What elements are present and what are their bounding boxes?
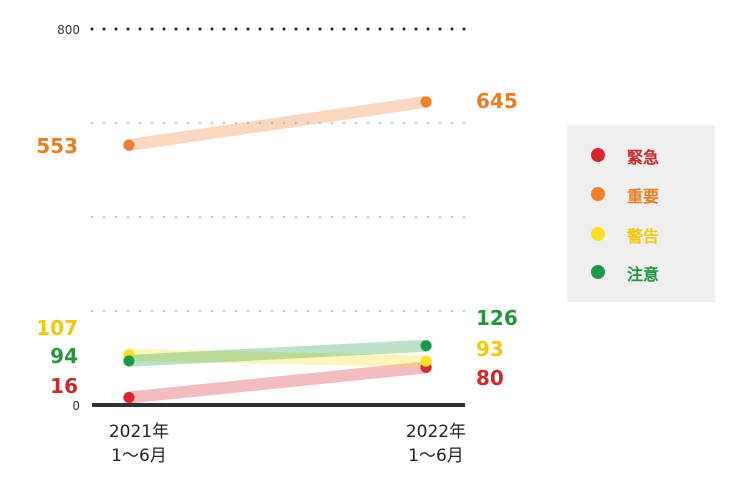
y-tick-label: 800 (57, 23, 80, 37)
data-point (123, 139, 135, 151)
data-point (420, 96, 432, 108)
series-band (123, 361, 432, 404)
data-label: 107 (36, 316, 78, 340)
data-label: 553 (36, 134, 78, 158)
legend-label: 警告 (627, 227, 660, 246)
x-category-label: 2021年 (109, 422, 169, 442)
legend-item: 注意 (567, 260, 715, 284)
x-category-label: 1〜6月 (111, 446, 167, 466)
legend-label: 注意 (627, 265, 660, 284)
data-point (123, 355, 135, 367)
data-label: 126 (476, 306, 518, 330)
series-band (123, 348, 432, 368)
data-point (123, 391, 135, 403)
legend-dot-icon (591, 227, 605, 241)
legend-dot-icon (591, 187, 605, 201)
data-label: 93 (476, 337, 504, 361)
data-label: 16 (50, 374, 78, 398)
data-point (420, 340, 432, 352)
legend-item: 緊急 (567, 143, 715, 167)
series-band (123, 339, 432, 367)
legend-item: 重要 (567, 182, 715, 206)
y-tick-label: 0 (72, 399, 80, 413)
legend-label: 緊急 (627, 148, 660, 167)
x-category-label: 2022年 (406, 422, 466, 442)
legend-dot-icon (591, 265, 605, 279)
data-label: 80 (476, 366, 504, 390)
legend-item: 警告 (567, 222, 715, 246)
legend-label: 重要 (627, 187, 660, 206)
series-band (123, 95, 432, 152)
data-label: 645 (476, 89, 518, 113)
legend: 緊急 重要 警告 注意 (567, 125, 715, 302)
legend-dot-icon (591, 148, 605, 162)
data-point (420, 355, 432, 367)
x-category-label: 1〜6月 (408, 446, 464, 466)
data-label: 94 (50, 344, 78, 368)
